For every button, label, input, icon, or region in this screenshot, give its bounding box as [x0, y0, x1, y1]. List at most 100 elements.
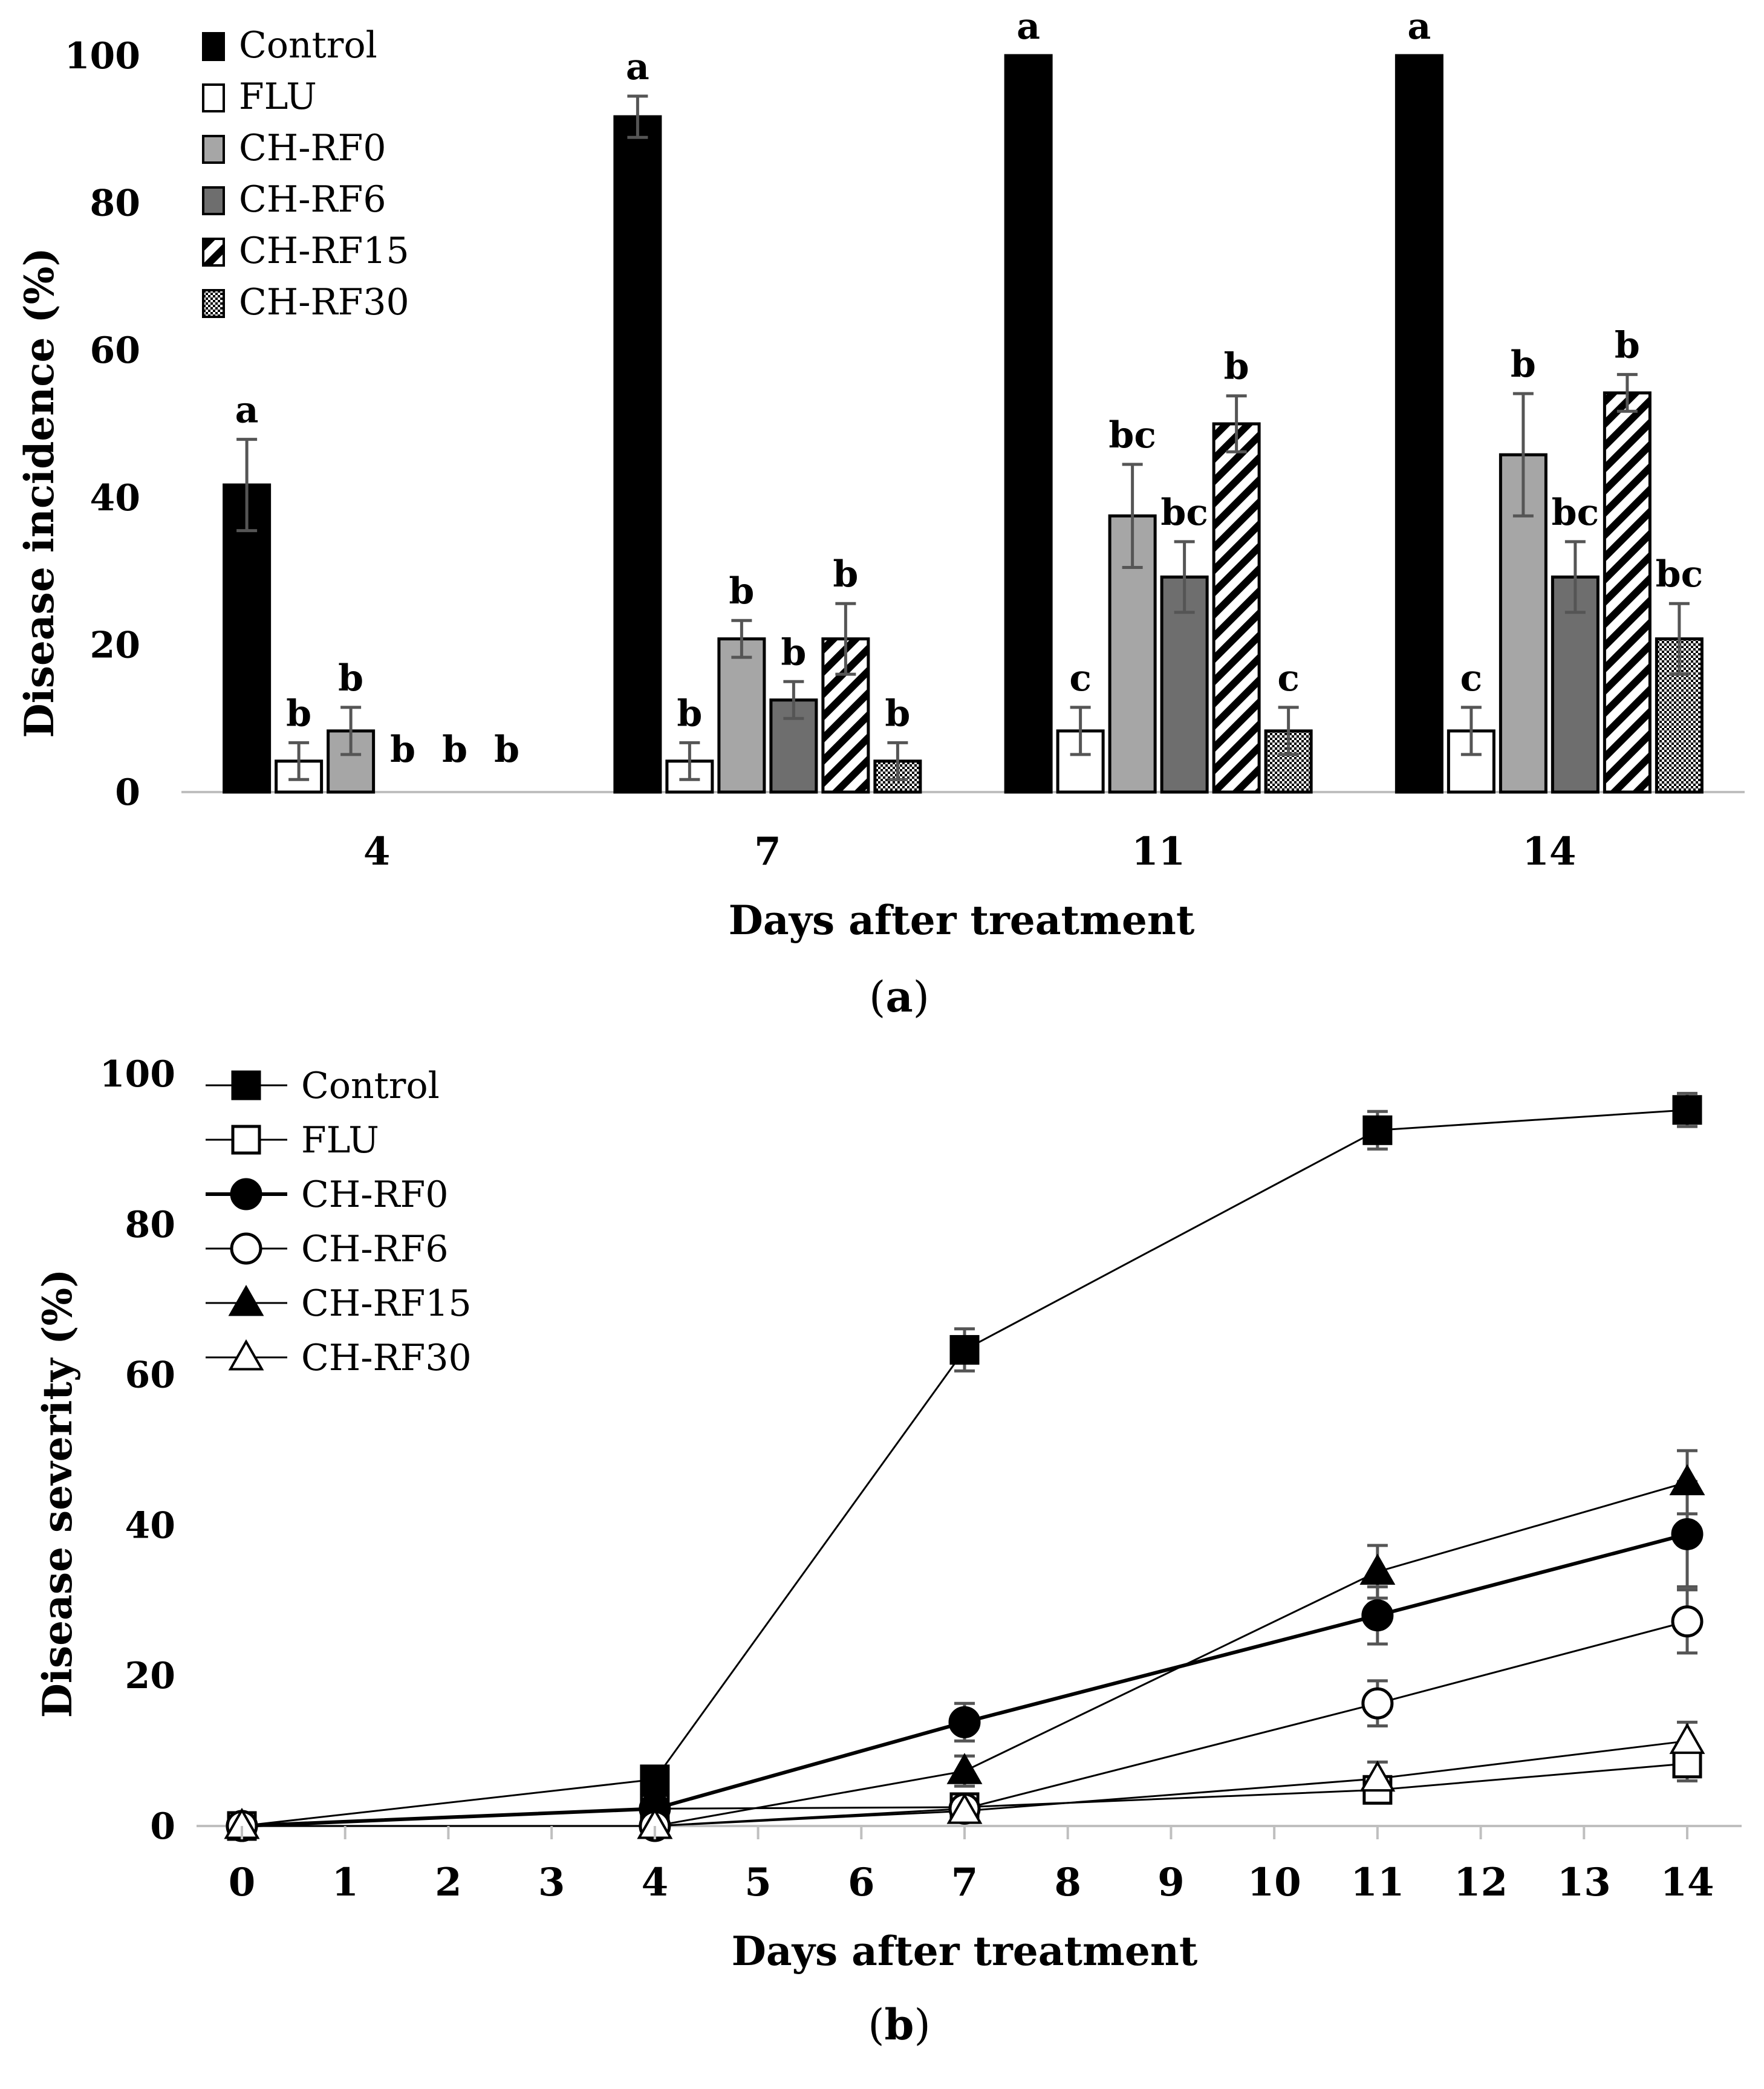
x-tick-label-b: 8: [1054, 1860, 1081, 1905]
data-point-ch-rf30: [1669, 1723, 1705, 1754]
significance-letter: b: [1224, 346, 1249, 388]
legend-marker-ch-rf6: [230, 1232, 262, 1265]
legend-label-ch-rf15: CH-RF15: [301, 1282, 472, 1325]
y-tick-label-b: 100: [100, 1053, 175, 1096]
y-tick-label-b: 80: [125, 1204, 176, 1246]
x-tick-label-b: 5: [744, 1860, 772, 1905]
y-tick-label-b: 40: [125, 1504, 176, 1547]
bar-flu: [1056, 729, 1105, 794]
significance-letter: bc: [1108, 414, 1156, 456]
data-point-ch-rf0: [948, 1706, 981, 1738]
bar-control: [223, 483, 272, 794]
significance-letter: b: [390, 729, 415, 771]
significance-letter: b: [286, 692, 311, 735]
legend-swatch-ch-rf15: [202, 238, 225, 267]
x-tick-label-b: 7: [951, 1860, 978, 1905]
data-point-ch-rf30: [1359, 1760, 1396, 1792]
data-point-ch-rf6: [1361, 1687, 1394, 1720]
y-tick-label-a: 80: [90, 183, 141, 225]
y-tick-label-a: 100: [65, 35, 140, 77]
caption-a-label: a: [885, 972, 913, 1022]
data-point-control: [1672, 1095, 1702, 1125]
legend-label-control: Control: [239, 24, 377, 67]
bar-ch-rf15: [1603, 391, 1652, 794]
y-tick-label-b: 0: [150, 1805, 175, 1848]
legend-label-ch-rf6: CH-RF6: [239, 178, 386, 221]
x-tick-label-a: 14: [1522, 829, 1576, 874]
legend-label-ch-rf0: CH-RF0: [301, 1174, 449, 1216]
significance-letter: b: [833, 553, 858, 596]
legend-swatch-flu: [202, 83, 225, 112]
bar-control: [1004, 54, 1053, 794]
significance-letter: bc: [1160, 492, 1208, 534]
caption-b-close: ): [914, 2000, 930, 2050]
significance-letter: b: [781, 631, 806, 674]
legend-swatch-ch-rf6: [202, 186, 225, 215]
significance-letter: b: [338, 657, 363, 700]
x-tick-label-a: 4: [363, 829, 391, 874]
y-tick-label-a: 20: [90, 624, 141, 666]
bar-ch-rf0: [717, 637, 766, 794]
legend-label-ch-rf30: CH-RF30: [239, 281, 409, 323]
significance-letter: b: [677, 692, 702, 735]
x-tick-label-b: 0: [229, 1860, 256, 1905]
y-axis-title-a: Disease incidence (%): [16, 247, 63, 738]
bar-control: [613, 115, 662, 794]
x-tick-label-b: 2: [435, 1860, 462, 1905]
significance-letter: b: [494, 729, 519, 771]
legend-marker-ch-rf15: [228, 1284, 264, 1316]
significance-letter: a: [626, 46, 649, 88]
x-tick-label-b: 3: [538, 1860, 565, 1905]
x-tick-label-b: 14: [1660, 1860, 1714, 1905]
significance-letter: b: [1511, 343, 1536, 386]
significance-letter: b: [442, 729, 467, 771]
caption-b-label: b: [885, 2000, 914, 2050]
data-point-ch-rf15: [1669, 1464, 1705, 1495]
data-point-ch-rf0: [1671, 1518, 1704, 1550]
caption-a: (a): [869, 972, 929, 1022]
legend-label-ch-rf0: CH-RF0: [239, 127, 386, 169]
data-point-ch-rf15: [1359, 1553, 1396, 1585]
legend-label-ch-rf15: CH-RF15: [239, 230, 409, 272]
legend-swatch-ch-rf0: [202, 135, 225, 164]
x-axis-title-a: Days after treatment: [729, 897, 1195, 944]
y-tick-label-a: 0: [115, 772, 140, 814]
significance-letter: a: [1017, 5, 1040, 48]
legend-label-ch-rf6: CH-RF6: [301, 1228, 449, 1270]
x-tick-label-a: 11: [1131, 829, 1185, 874]
caption-b-open: (: [868, 2000, 884, 2050]
data-point-ch-rf15: [946, 1753, 983, 1784]
significance-letter: b: [885, 692, 910, 735]
caption-b: (b): [868, 2000, 931, 2050]
significance-letter: bc: [1656, 553, 1704, 596]
legend-marker-control: [231, 1070, 261, 1100]
data-point-flu: [1672, 1749, 1702, 1779]
y-tick-label-a: 40: [90, 477, 141, 519]
caption-a-close: ): [913, 972, 929, 1022]
data-point-ch-rf30: [946, 1793, 983, 1824]
x-tick-label-b: 13: [1557, 1860, 1611, 1905]
legend-label-flu: FLU: [239, 76, 317, 118]
x-tick-label-b: 11: [1350, 1860, 1404, 1905]
y-axis-title-b: Disease severity (%): [34, 1269, 81, 1718]
significance-letter: c: [1460, 657, 1483, 700]
data-point-control: [1362, 1115, 1393, 1145]
x-tick-label-a: 7: [754, 829, 781, 874]
legend-marker-flu: [231, 1125, 261, 1155]
significance-letter: b: [1615, 324, 1640, 366]
legend-label-flu: FLU: [301, 1119, 379, 1161]
bar-ch-rf15: [1212, 422, 1261, 794]
x-tick-label-b: 12: [1454, 1860, 1508, 1905]
x-tick-label-b: 9: [1157, 1860, 1185, 1905]
bar-control: [1395, 54, 1443, 794]
significance-letter: b: [729, 570, 754, 612]
x-tick-label-b: 4: [642, 1860, 669, 1905]
data-point-control: [640, 1764, 670, 1795]
caption-a-open: (: [869, 972, 885, 1022]
data-point-ch-rf0: [1361, 1599, 1394, 1632]
data-point-ch-rf6: [1671, 1605, 1704, 1638]
significance-letter: bc: [1552, 492, 1600, 534]
significance-letter: c: [1069, 657, 1092, 700]
